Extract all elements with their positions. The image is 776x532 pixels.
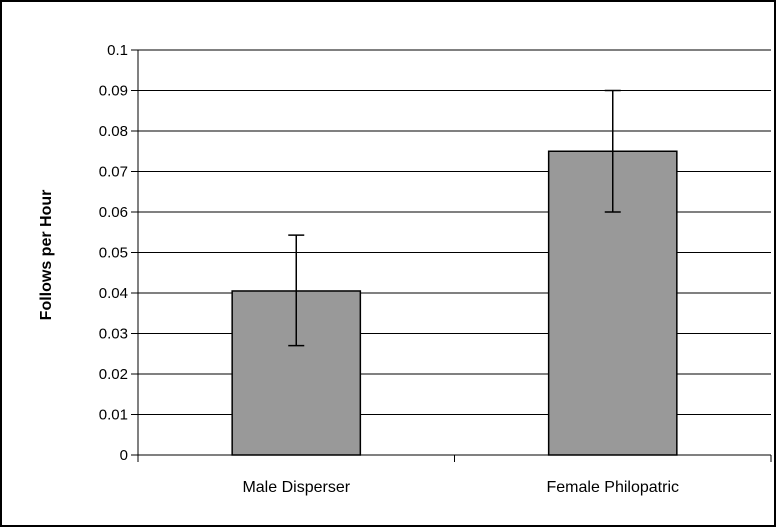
x-tick-label: Male Disperser — [242, 479, 350, 496]
y-tick-label: 0.08 — [99, 123, 128, 140]
x-tick-label: Female Philopatric — [547, 479, 680, 496]
x-tick-labels: Male Disperser Female Philopatric — [242, 479, 679, 496]
y-tick-label: 0.07 — [99, 164, 128, 181]
y-tick-label: 0.05 — [99, 245, 128, 262]
y-tick-label: 0 — [120, 447, 128, 464]
y-tick-label: 0.04 — [99, 285, 128, 302]
y-tick-label: 0.1 — [107, 42, 128, 59]
y-axis-label: Follows per Hour — [38, 190, 55, 321]
y-tick-labels: 0 0.01 0.02 0.03 0.04 0.05 0.06 0.07 0.08 0.09 0.1 — [99, 42, 128, 464]
axes — [131, 49, 772, 462]
y-tick-label: 0.03 — [99, 326, 128, 343]
y-tick-label: 0.02 — [99, 366, 128, 383]
bars — [231, 89, 678, 456]
y-tick-label: 0.06 — [99, 204, 128, 221]
y-tick-label: 0.01 — [99, 407, 128, 424]
y-tick-label: 0.09 — [99, 83, 128, 100]
